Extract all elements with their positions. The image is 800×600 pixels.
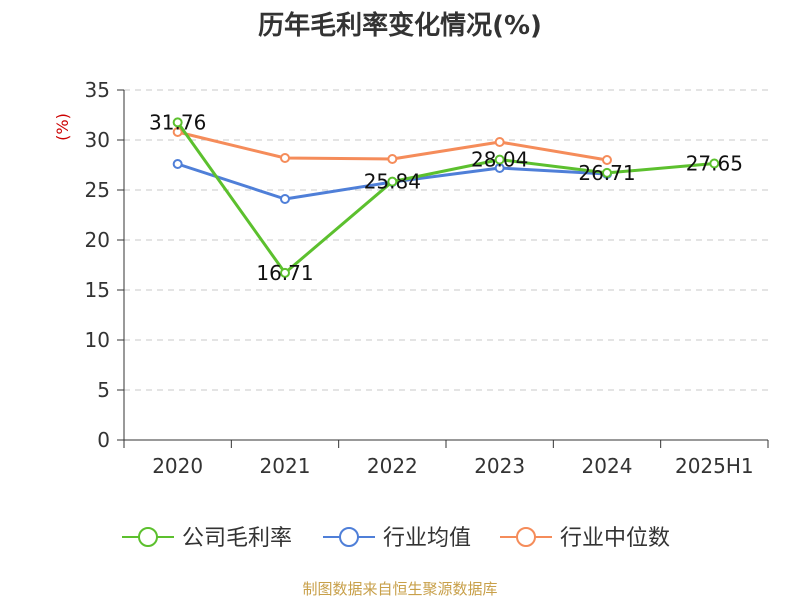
legend-marker — [516, 527, 536, 547]
series-line — [176, 120, 716, 275]
data-point[interactable] — [172, 127, 183, 137]
data-point[interactable] — [172, 117, 183, 128]
data-label: 27.65 — [686, 152, 743, 176]
series-layer — [172, 117, 720, 278]
data-label: 28.04 — [471, 148, 528, 172]
data-label: 31.76 — [149, 110, 206, 134]
data-point[interactable] — [280, 194, 290, 204]
data-point[interactable] — [709, 158, 720, 169]
data-label: 26.71 — [578, 161, 635, 185]
data-labels: 31.76 16.71 25.84 28.04 26.71 27.65 — [149, 110, 743, 285]
x-tick-label: 2023 — [474, 454, 525, 478]
data-label: 16.71 — [256, 261, 313, 285]
legend-label: 行业中位数 — [560, 526, 670, 551]
x-tick-label: 2025H1 — [675, 454, 754, 478]
legend: 公司毛利率 行业均值 行业中位数 — [122, 526, 670, 551]
y-tick-label: 0 — [97, 428, 110, 452]
y-tick-label: 35 — [85, 78, 110, 102]
y-tick-label: 25 — [85, 178, 110, 202]
x-tick-label: 2022 — [367, 454, 418, 478]
grid — [124, 89, 768, 391]
data-point[interactable] — [280, 153, 290, 163]
x-tick-label: 2024 — [582, 454, 633, 478]
x-tick-label: 2020 — [152, 454, 203, 478]
data-point[interactable] — [494, 154, 505, 165]
data-point[interactable] — [602, 155, 612, 165]
legend-marker — [138, 527, 158, 547]
data-point[interactable] — [602, 167, 612, 178]
y-tick-label: 15 — [85, 278, 110, 302]
legend-marker — [339, 527, 359, 547]
data-point[interactable] — [387, 176, 398, 187]
source-note: 制图数据来自恒生聚源数据库 — [302, 580, 497, 598]
legend-item[interactable]: 公司毛利率 — [122, 526, 292, 551]
data-point[interactable] — [172, 159, 183, 169]
y-tick-label: 30 — [85, 128, 110, 152]
data-point[interactable] — [494, 137, 505, 147]
y-tick-label: 5 — [97, 378, 110, 402]
legend-item[interactable]: 行业均值 — [323, 526, 471, 551]
y-tick-label: 20 — [85, 228, 110, 252]
data-point[interactable] — [387, 154, 398, 164]
y-axis-label: (%) — [53, 113, 72, 141]
axes: 0 5 10 15 20 25 30 35 2020 2021 2022 2023 2024 2025H1 — [85, 78, 769, 478]
series-1 — [172, 117, 720, 278]
legend-label: 公司毛利率 — [182, 526, 292, 551]
data-label: 25.84 — [364, 170, 421, 194]
x-tick-label: 2021 — [260, 454, 311, 478]
legend-item[interactable]: 行业中位数 — [500, 526, 670, 551]
series-3 — [172, 127, 612, 165]
legend-label: 行业均值 — [383, 526, 471, 551]
chart-title: 历年毛利率变化情况(%) — [258, 10, 542, 41]
data-point[interactable] — [280, 267, 290, 278]
y-tick-label: 10 — [85, 328, 110, 352]
